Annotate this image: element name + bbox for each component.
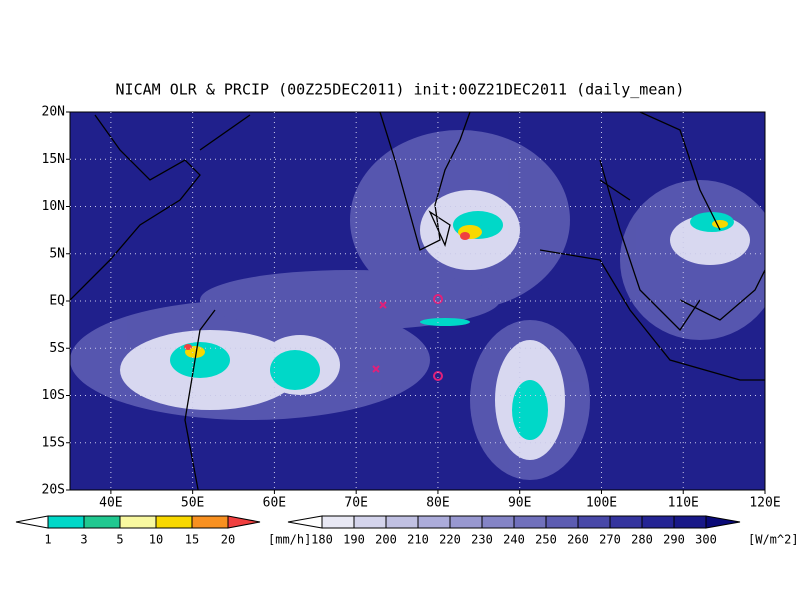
lat-label: 20N — [42, 105, 65, 120]
legend-box — [481, 515, 515, 529]
map-field — [70, 112, 765, 490]
legend-label: 200 — [375, 533, 397, 547]
legend-label: 290 — [663, 533, 685, 547]
legend-label: 270 — [599, 533, 621, 547]
legend-label: 10 — [149, 533, 163, 547]
lat-label: 10N — [42, 199, 65, 214]
lat-label: EQ — [49, 294, 65, 309]
lat-label: 20S — [42, 483, 65, 498]
legend-box — [385, 515, 419, 529]
legend-box — [353, 515, 387, 529]
legend-label: 210 — [407, 533, 429, 547]
lon-label: 80E — [426, 496, 449, 511]
lat-label: 5N — [49, 246, 65, 261]
legend-label: 1 — [44, 533, 51, 547]
legend-box — [673, 515, 707, 529]
legend-label: 260 — [567, 533, 589, 547]
legend-label: 5 — [116, 533, 123, 547]
legend-label: 240 — [503, 533, 525, 547]
legend-box — [47, 515, 85, 529]
title: NICAM OLR & PRCIP (00Z25DEC2011) init:00… — [116, 81, 685, 99]
legend-label: 220 — [439, 533, 461, 547]
legend-box — [609, 515, 643, 529]
lat-label: 5S — [49, 341, 65, 356]
legend-box — [191, 515, 229, 529]
legend-label: 250 — [535, 533, 557, 547]
legend-arrow — [15, 515, 49, 529]
legend-arrow — [287, 515, 323, 529]
legend-box — [545, 515, 579, 529]
legend-arrow — [227, 515, 261, 529]
legend-label: 180 — [311, 533, 333, 547]
legend-box — [119, 515, 157, 529]
lon-label: 120E — [749, 496, 780, 511]
legend-label: 190 — [343, 533, 365, 547]
lon-label: 100E — [586, 496, 617, 511]
legend-label: 15 — [185, 533, 199, 547]
legend-label: 300 — [695, 533, 717, 547]
legend-box — [417, 515, 451, 529]
legend-unit: [W/m^2] — [748, 533, 799, 547]
legend-box — [83, 515, 121, 529]
lon-label: 110E — [668, 496, 699, 511]
lat-label: 10S — [42, 388, 65, 403]
lon-label: 90E — [508, 496, 531, 511]
legend-arrow — [705, 515, 741, 529]
legend-label: 280 — [631, 533, 653, 547]
lon-label: 70E — [344, 496, 367, 511]
legend-box — [577, 515, 611, 529]
legend-label: 3 — [80, 533, 87, 547]
lon-label: 50E — [181, 496, 204, 511]
legend-box — [321, 515, 355, 529]
legend-unit: [mm/h] — [268, 533, 311, 547]
legend-label: 20 — [221, 533, 235, 547]
legend-box — [513, 515, 547, 529]
lon-label: 40E — [99, 496, 122, 511]
legend-label: 230 — [471, 533, 493, 547]
lon-label: 60E — [263, 496, 286, 511]
legend-box — [641, 515, 675, 529]
lat-label: 15N — [42, 152, 65, 167]
legend-box — [155, 515, 193, 529]
lat-label: 15S — [42, 435, 65, 450]
legend-box — [449, 515, 483, 529]
